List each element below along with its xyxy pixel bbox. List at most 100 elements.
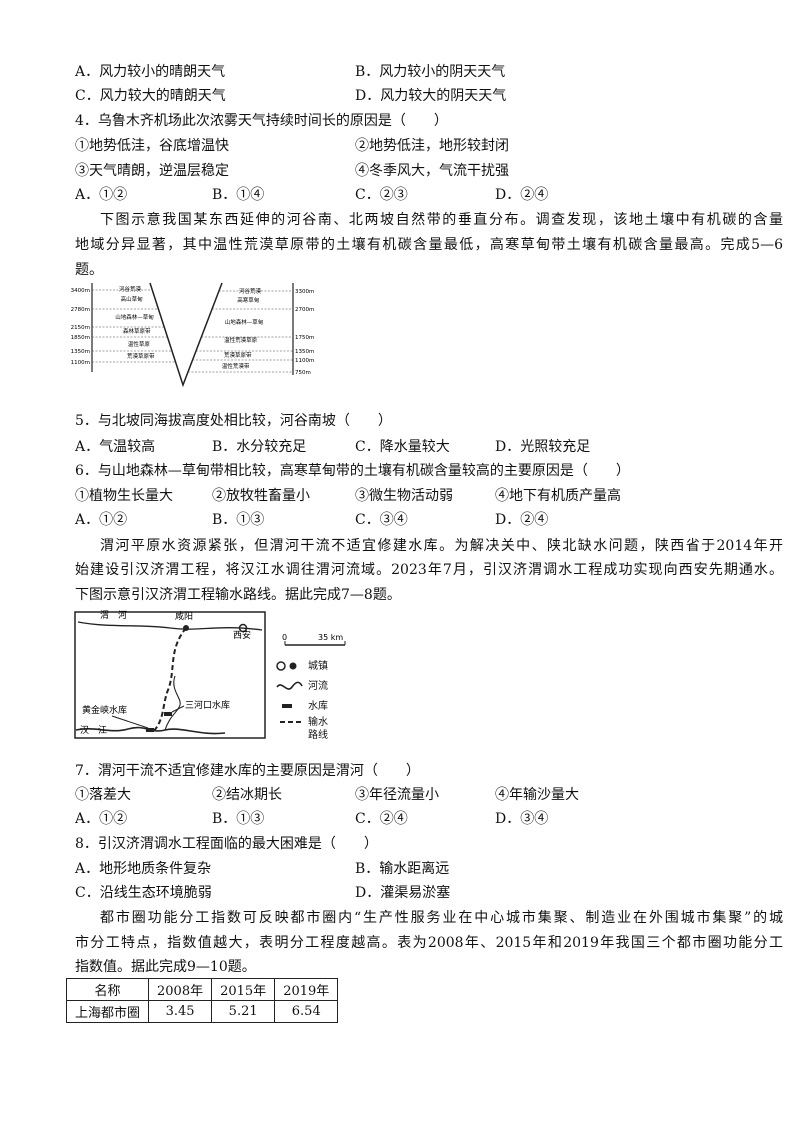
text-line: ④地下有机质产量高 (495, 488, 621, 504)
data-table: 名称 2008年 2015年 2019年 上海都市圈 3.45 5.21 6.54 (65, 978, 339, 1023)
text-line: ④冬季风大，气流干扰强 (355, 163, 509, 179)
zone-label: 高寒草甸 (237, 296, 260, 304)
altitude-label: 1350m (71, 349, 90, 355)
text-line: A．①② (75, 187, 128, 203)
text-line: A．风力较小的晴朗天气 (75, 64, 226, 80)
legend-reservoir (282, 704, 292, 708)
reservoir (164, 712, 172, 716)
place-label: 西安 (233, 629, 251, 641)
text-line: C．②③ (355, 187, 408, 203)
text-line: C．降水量较大 (355, 439, 450, 455)
zone-label: 荒漠草原带 (127, 352, 155, 360)
text-line: ④年输沙量大 (495, 787, 579, 803)
city-circle (238, 623, 248, 633)
zone-label: 山地森林—草甸 (225, 318, 264, 326)
place-label: 三河口水库 (185, 699, 230, 711)
header-cell: 名称 (65, 978, 150, 1001)
reservoir (146, 728, 154, 732)
pointer (111, 715, 149, 729)
text-line: 下图示意引汉济渭工程输水路线。据此完成7—8题。 (75, 587, 401, 603)
text-line: B．输水距离远 (355, 861, 450, 877)
text-line: 6．与山地森林—草甸带相比较，高寒草甸带的土壤有机碳含量较高的主要原因是（ ） (75, 463, 630, 479)
text-line: ②结冰期长 (212, 787, 282, 803)
text-line: B．水分较充足 (212, 439, 307, 455)
text-line: ①地势低洼，谷底增温快 (75, 138, 229, 154)
altitude-label: 3300m (295, 289, 314, 295)
legend-label: 水库 (308, 701, 328, 712)
table-row: 上海都市圈 3.45 5.21 6.54 (65, 1000, 339, 1023)
place-label: 渭 河 (100, 609, 127, 621)
text-line: 市分工特点，指数值越大，表明分工程度越高。表为2008年、2015年和2019年… (75, 935, 783, 951)
text-line: D．②④ (495, 512, 549, 528)
legend-label: 河流 (308, 681, 328, 692)
header-cell: 2019年 (274, 978, 339, 1001)
text-line: D．光照较充足 (495, 439, 591, 455)
zone-label: 荒漠草原带 (224, 351, 252, 359)
text-line: ③天气晴朗，逆温层稳定 (75, 163, 229, 179)
zone-label: 温性荒漠草原 (224, 336, 258, 344)
text-line: 7．渭河干流不适宜修建水库的主要原因是渭河（ ） (75, 763, 420, 779)
altitude-label: 1750m (295, 335, 314, 341)
text-line: B．①③ (212, 811, 265, 827)
header-cell: 2015年 (211, 978, 276, 1001)
altitude-label: 1350m (295, 349, 314, 355)
text-line: 始建设引汉济渭工程，将汉江水调往渭河流域。2023年7月，引汉济渭调水工程成功实… (75, 562, 783, 578)
altitude-label: 1100m (71, 360, 90, 366)
text-line: 4．乌鲁木齐机场此次浓雾天气持续时间长的原因是（ ） (75, 113, 448, 129)
text-line: C．风力较大的晴朗天气 (75, 88, 226, 104)
text-line: A．①② (75, 512, 128, 528)
legend-label: 输水路线 (308, 717, 328, 741)
legend-river (276, 681, 303, 690)
text-line: 题。 (75, 262, 103, 278)
text-line: B．①③ (212, 512, 265, 528)
legend-city-circle (276, 661, 286, 671)
map-frame (74, 611, 266, 739)
text-line: B．①④ (212, 187, 265, 203)
pointer (171, 705, 185, 713)
zone-label: 温性荒漠带 (222, 362, 250, 370)
text-line: 下图示意我国某东西延伸的河谷南、北两坡自然带的垂直分布。调查发现，该地土壤中有机… (100, 212, 783, 228)
altitude-label: 2700m (295, 307, 314, 313)
scale-label: 35 km (318, 633, 343, 642)
map-figure (74, 611, 346, 739)
header-cell: 2008年 (148, 978, 213, 1001)
zone-label: 山地森林—草甸 (115, 313, 154, 321)
wei-river (77, 621, 263, 631)
zone-label: 河谷荒漠 (239, 287, 262, 295)
altitude-label: 3400m (71, 288, 90, 294)
text-line: ①植物生长量大 (75, 488, 173, 504)
table-cell: 6.54 (274, 1000, 339, 1023)
text-line: A．地形地质条件复杂 (75, 861, 212, 877)
text-line: ②放牧牲畜量小 (212, 488, 310, 504)
text-line: D．风力较大的阴天天气 (355, 88, 507, 104)
text-line: D．③④ (495, 811, 549, 827)
text-line: 都市圈功能分工指数可反映都市圈内“生产性服务业在中心城市集聚、制造业在外围城市集… (100, 910, 783, 926)
zone-label: 温性草原 (128, 340, 151, 348)
text-line: B．风力较小的阴天天气 (355, 64, 506, 80)
text-line: ③微生物活动弱 (355, 488, 453, 504)
zone-label: 森林草原带 (123, 327, 151, 335)
altitude-label: 750m (295, 370, 311, 376)
text-line: D．灌渠易淤塞 (355, 885, 451, 901)
text-line: 5．与北坡同海拔高度处相比较，河谷南坡（ ） (75, 413, 392, 429)
valley-figure (91, 282, 294, 388)
altitude-label: 2780m (71, 307, 90, 313)
text-line: ②地势低洼，地形较封闭 (355, 138, 509, 154)
water-route (151, 627, 187, 734)
zone-label: 高山草甸 (121, 295, 144, 303)
text-line: 指数值。据此完成9—10题。 (75, 959, 256, 975)
place-label: 黄金峡水库 (82, 704, 127, 716)
altitude-label: 2150m (71, 325, 90, 331)
city-dot (183, 625, 189, 631)
text-line: A．气温较高 (75, 439, 156, 455)
text-line: ③年径流量小 (355, 787, 439, 803)
altitude-label: 1100m (295, 358, 314, 364)
text-line: 渭河平原水资源紧张，但渭河干流不适宜修建水库。为解决关中、陕北缺水问题，陕西省于… (100, 538, 783, 554)
table-cell: 3.45 (148, 1000, 213, 1023)
place-label: 咸阳 (175, 610, 193, 622)
zone-label: 河谷荒漠 (119, 285, 142, 293)
text-line: 地域分异显著，其中温性荒漠草原带的土壤有机碳含量最低，高寒草甸带土壤有机碳含量最… (75, 237, 783, 253)
table-cell: 5.21 (211, 1000, 276, 1023)
